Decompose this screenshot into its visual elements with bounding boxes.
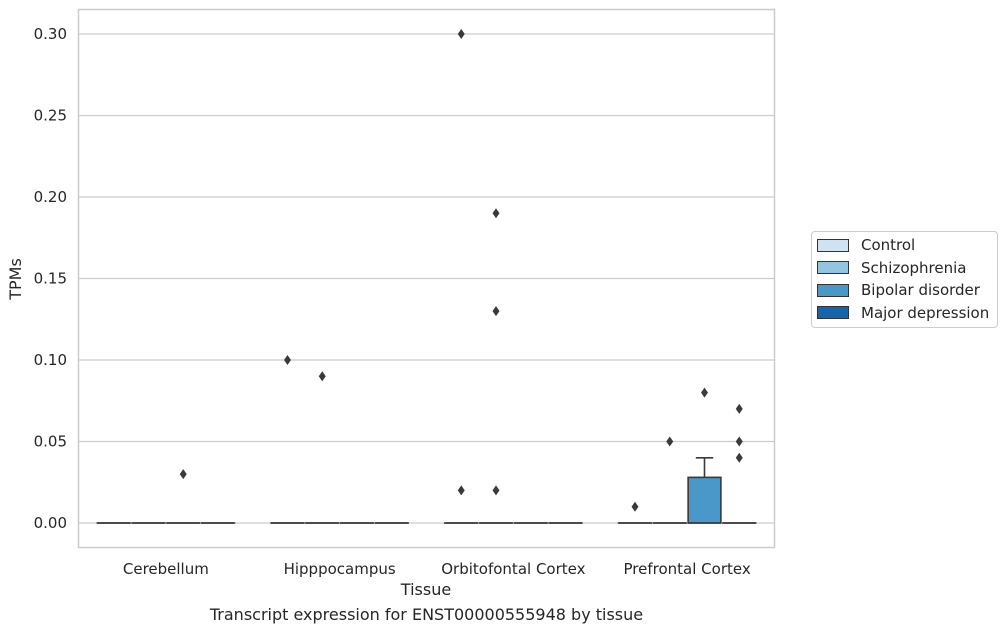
outlier-point [457,29,465,39]
box-plots [96,456,757,524]
gridlines [79,33,774,524]
outlier-point [492,208,500,219]
y-tick-label: 0.10 [34,351,67,369]
outlier-point [735,452,743,463]
legend-item: Control [817,235,915,255]
y-tick-label: 0.30 [34,25,67,43]
box [687,476,722,524]
outlier-point [284,355,291,365]
legend-item: Schizophrenia [817,258,966,278]
y-tick-label: 0.15 [34,270,67,288]
outlier-point [179,469,187,480]
y-tick-label: 0.05 [34,433,67,451]
legend-label: Control [861,236,916,254]
outlier-point [492,485,500,496]
outlier-point [666,436,674,447]
legend: Control Schizophrenia Bipolar disorder Majo… [811,231,998,328]
y-axis-label: TPMs [6,258,25,301]
chart-caption: Transcript expression for ENST0000055594… [209,605,644,624]
box-plot [687,456,722,524]
x-tick-label: Prefrontal Cortex [624,560,751,578]
y-tick-label: 0.00 [34,514,67,532]
outlier-point [701,387,708,398]
legend-swatch [817,283,849,297]
legend-item: Major depression [817,303,989,323]
legend-label: Major depression [861,303,990,322]
x-tick-label: Orbitofontal Cortex [441,560,585,578]
y-tick-label: 0.25 [34,107,67,125]
y-tick-label: 0.20 [34,188,67,206]
legend-swatch [817,261,849,274]
y-tick-labels: 0.00 0.05 0.10 0.15 0.20 0.25 0.30 [34,25,67,532]
outlier-point [492,306,500,317]
outlier-points [179,29,743,512]
outlier-point [318,371,326,382]
x-tick-labels: Cerebellum Hipppocampus Orbitofontal Corte… [123,560,751,578]
outlier-point [457,485,465,496]
outlier-point [735,403,743,414]
x-tick-label: Cerebellum [123,560,209,578]
x-axis-label: Tissue [400,580,451,599]
x-tick-label: Hipppocampus [284,560,396,578]
legend-item: Bipolar disorder [817,280,980,300]
legend-swatch [817,238,849,252]
outlier-point [735,436,743,447]
outlier-point [631,501,639,512]
legend-label: Schizophrenia [861,258,967,277]
plot-frame [77,8,776,549]
legend-swatch [817,306,849,319]
legend-label: Bipolar disorder [861,281,980,299]
